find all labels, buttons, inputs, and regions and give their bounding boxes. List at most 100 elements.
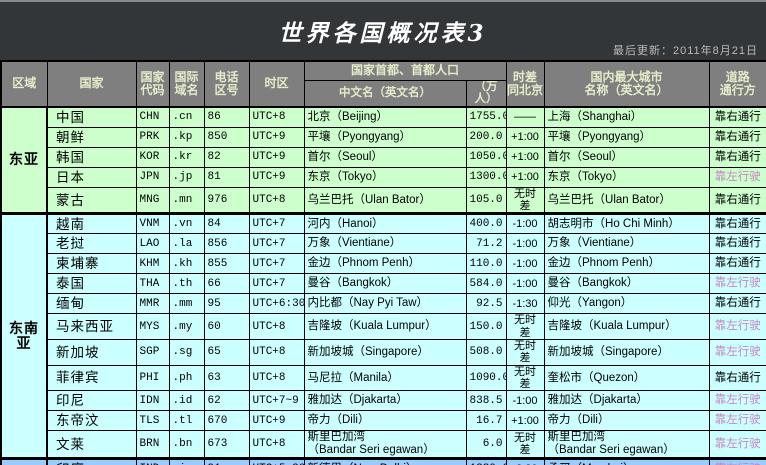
cell-capital: 平壤（Pyongyang） bbox=[303, 126, 467, 148]
cell-timediff: 无时差 bbox=[505, 313, 545, 340]
table-row: 印尼 IDN .id 62 UTC+7~9 雅加达（Djakarta） 838.5 -1:00… bbox=[1, 390, 766, 412]
cell-timezone: UTC+8 bbox=[248, 313, 305, 340]
cell-timediff: 无时差 bbox=[505, 364, 545, 392]
cell-country-code: BRN bbox=[135, 430, 170, 460]
cell-timezone: UTC+5:30 bbox=[248, 457, 305, 465]
cell-country: 东帝汶 bbox=[46, 410, 137, 432]
cell-largest-city: 孟买（Mumbai） bbox=[543, 457, 710, 465]
cell-timezone: UTC+9 bbox=[248, 146, 305, 168]
table-row: 泰国 THA .th 66 UTC+7 曼谷（Bangkok） 584.0 -1:00 曼谷（B… bbox=[1, 273, 766, 295]
cell-country: 印尼 bbox=[46, 390, 137, 412]
table-row: 缅甸 MMR .mm 95 UTC+6:30 内比都（Nay Pyi Taw） 92.5 -1… bbox=[1, 293, 766, 315]
cell-capital: 斯里巴加湾 （Bandar Seri egawan） bbox=[303, 430, 467, 460]
cell-phone-code: 62 bbox=[203, 390, 250, 412]
cell-country-code: VNM bbox=[135, 212, 170, 235]
region-cell: 东南亚 bbox=[0, 212, 48, 460]
cell-phone-code: 95 bbox=[203, 293, 250, 315]
col-header-code: 国家 代码 bbox=[135, 59, 170, 109]
table-row: 东亚 中国 CHN .cn 86 UTC+8 北京（Beijing） 1755.0 —— 上海（S… bbox=[0, 106, 766, 215]
cell-country: 韩国 bbox=[46, 146, 137, 168]
table-row: 文莱 BRN .bn 673 UTC+8 斯里巴加湾 （Bandar Seri egawa… bbox=[1, 430, 766, 460]
cell-country-code: IDN bbox=[135, 390, 170, 412]
cell-phone-code: 66 bbox=[203, 273, 250, 295]
cell-capital-population: 1755.0 bbox=[465, 106, 507, 128]
cell-largest-city: 吉隆坡（Kuala Lumpur） bbox=[543, 313, 710, 340]
cell-phone-code: 84 bbox=[203, 212, 250, 235]
cell-domain: .th bbox=[168, 273, 205, 295]
cell-road-side: 靠右通行 bbox=[708, 293, 766, 315]
cell-capital: 金边（Phnom Penh） bbox=[303, 253, 467, 275]
countries-table: 区域 国家 国家 代码 国际 域名 电话 区号 时区 国家首都、首都人口 时差 … bbox=[0, 59, 766, 465]
cell-largest-city: 首尔（Seoul） bbox=[543, 146, 710, 168]
cell-country: 菲律宾 bbox=[46, 364, 137, 392]
cell-timediff: -1:00 bbox=[505, 253, 545, 275]
cell-capital: 吉隆坡（Kuala Lumpur） bbox=[303, 313, 467, 340]
cell-capital: 帝力（Dili） bbox=[303, 410, 467, 432]
col-header-timediff: 时差 同北京 bbox=[505, 59, 545, 109]
cell-timediff: +1:00 bbox=[505, 166, 545, 188]
col-header-road: 道路 通行方 bbox=[708, 59, 766, 109]
title-bar: 世界各国概况表3 最后更新：2011年8月21日 bbox=[0, 2, 766, 60]
table-row: 日本 JPN .jp 81 UTC+9 东京（Tokyo） 1300.0 +1:00 东京（To… bbox=[1, 166, 766, 188]
cell-timediff: -1:00 bbox=[505, 233, 545, 255]
cell-timezone: UTC+7 bbox=[248, 233, 305, 255]
cell-road-side: 靠右通行 bbox=[708, 146, 766, 168]
cell-country-code: PHI bbox=[135, 364, 170, 392]
table-row: 印度IND.in91UTC+5:30新德里（New Delhi）1280.0-2… bbox=[0, 457, 766, 465]
cell-timezone: UTC+8 bbox=[248, 186, 305, 215]
page-title: 世界各国概况表3 bbox=[278, 20, 488, 47]
cell-largest-city: 仰光（Yangon） bbox=[543, 293, 710, 315]
table-row: 新加坡 SGP .sg 65 UTC+8 新加坡城（Singapore） 508.0 无时差新… bbox=[1, 339, 766, 366]
cell-largest-city: 帝力（Dili） bbox=[543, 410, 710, 432]
cell-phone-code: 673 bbox=[203, 430, 250, 460]
cell-largest-city: 斯里巴加湾 （Bandar Seri egawan） bbox=[543, 430, 710, 460]
cell-domain: .kh bbox=[168, 253, 205, 275]
cell-country-code: MMR bbox=[135, 293, 170, 315]
cell-phone-code: 855 bbox=[203, 253, 250, 275]
cell-country: 中国 bbox=[46, 106, 137, 128]
cell-capital-population: 200.0 bbox=[465, 126, 507, 148]
cell-country-code: TLS bbox=[135, 410, 170, 432]
region-cell bbox=[0, 457, 48, 465]
cell-country-code: IND bbox=[135, 457, 170, 465]
cell-largest-city: 金边（Phnom Penh） bbox=[543, 253, 710, 275]
cell-capital: 雅加达（Djakarta） bbox=[303, 390, 467, 412]
cell-capital: 曼谷（Bangkok） bbox=[303, 273, 467, 295]
cell-domain: .vn bbox=[168, 212, 205, 235]
cell-timediff: 无时差 bbox=[505, 186, 545, 215]
cell-timediff: -1:00 bbox=[505, 390, 545, 412]
cell-capital-population: 110.0 bbox=[465, 253, 507, 275]
cell-largest-city: 乌兰巴托（Ulan Bator） bbox=[543, 186, 710, 215]
cell-domain: .ph bbox=[168, 364, 205, 392]
cell-phone-code: 81 bbox=[203, 166, 250, 188]
cell-road-side: 靠左行驶 bbox=[708, 273, 766, 295]
cell-country: 缅甸 bbox=[46, 293, 137, 315]
cell-capital: 马尼拉（Manila） bbox=[303, 364, 467, 392]
cell-country: 柬埔寨 bbox=[46, 253, 137, 275]
table-row: 柬埔寨 KHM .kh 855 UTC+7 金边（Phnom Penh） 110.0 -1:0… bbox=[1, 253, 766, 275]
cell-phone-code: 856 bbox=[203, 233, 250, 255]
cell-capital-population: 1050.0 bbox=[465, 146, 507, 168]
cell-capital: 新加坡城（Singapore） bbox=[303, 339, 467, 366]
cell-capital-population: 1280.0 bbox=[465, 457, 507, 465]
cell-road-side: 靠右通行 bbox=[708, 126, 766, 148]
cell-domain: .kp bbox=[168, 126, 205, 148]
table-row: 菲律宾 PHI .ph 63 UTC+8 马尼拉（Manila） 1090.0 无时差 奎松市（… bbox=[1, 364, 766, 392]
cell-capital-population: 105.0 bbox=[465, 186, 507, 215]
cell-capital-population: 1090.0 bbox=[465, 364, 507, 392]
cell-phone-code: 82 bbox=[203, 146, 250, 168]
cell-capital-population: 584.0 bbox=[465, 273, 507, 295]
cell-domain: .my bbox=[168, 313, 205, 340]
cell-capital: 河内（Hanoi） bbox=[303, 212, 467, 235]
cell-domain: .in bbox=[168, 457, 205, 465]
cell-road-side: 靠右通行 bbox=[708, 186, 766, 215]
cell-timezone: UTC+8 bbox=[248, 364, 305, 392]
cell-country: 文莱 bbox=[46, 430, 137, 460]
cell-country: 蒙古 bbox=[46, 186, 137, 215]
region-cell: 东亚 bbox=[0, 106, 48, 215]
col-header-capital-pop: （万人） bbox=[465, 79, 507, 109]
cell-phone-code: 86 bbox=[203, 106, 250, 128]
table-row: 马来西亚 MYS .my 60 UTC+8 吉隆坡（Kuala Lumpur） 150.0 无… bbox=[1, 313, 766, 340]
cell-timediff: 无时差 bbox=[505, 339, 545, 366]
cell-timezone: UTC+7 bbox=[248, 253, 305, 275]
